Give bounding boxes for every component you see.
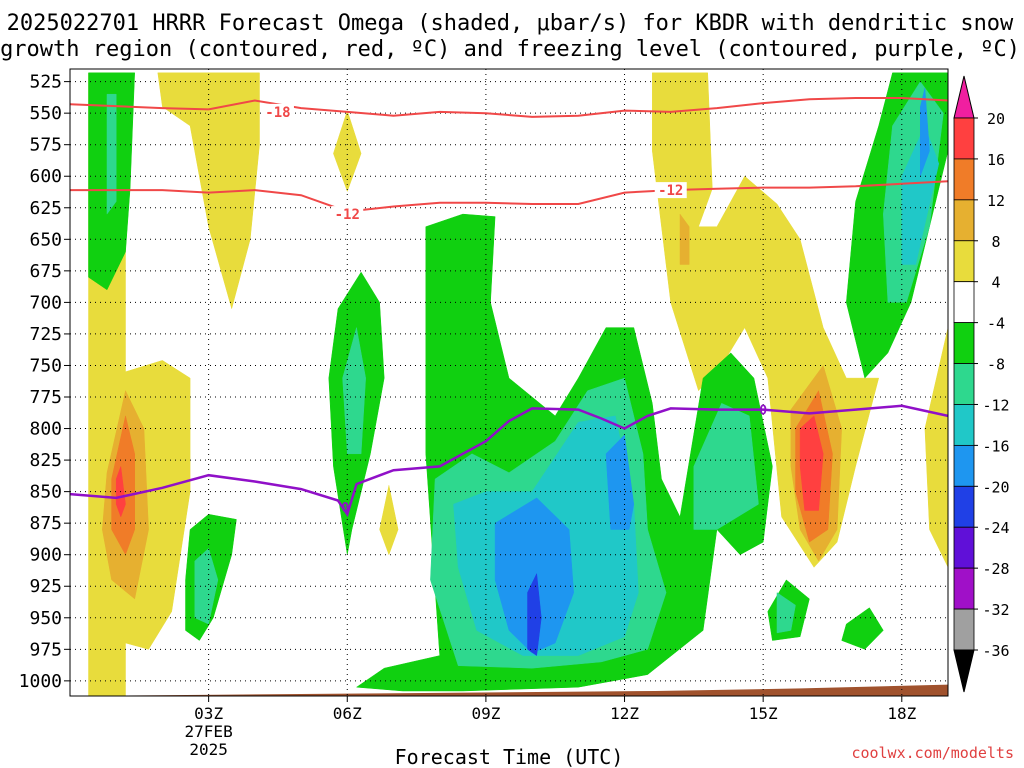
- dgz-isotherm-0: [69, 97, 949, 118]
- x-tick-label-18Z: 18Z: [887, 704, 916, 723]
- colorbar-band-12: [953, 608, 975, 651]
- omega-region-27: [679, 213, 690, 265]
- omega-region-1: [157, 72, 260, 310]
- ground-layer: [70, 684, 948, 696]
- isotherm-label-bg: [261, 103, 294, 120]
- colorbar-label-16: 16: [987, 151, 1005, 169]
- x-axis-label: Forecast Time (UTC): [395, 745, 624, 768]
- freezing-level-label-1: 0: [759, 404, 767, 419]
- colorbar-label--16: -16: [982, 437, 1009, 455]
- y-tick-label-625: 625: [29, 198, 62, 219]
- y-tick-label-1000: 1000: [19, 671, 62, 692]
- x-tick-year: 2025: [189, 740, 228, 759]
- colorbar: 20 16 12 8 4 -4 -8 -12 -16 -20 -24 -28 -32 -36: [953, 75, 1010, 693]
- omega-region-23: [494, 497, 574, 654]
- omega-region-2: [333, 109, 362, 193]
- colorbar-band-8: [953, 444, 975, 487]
- y-tick-label-700: 700: [29, 292, 62, 313]
- colorbar-band-7: [953, 404, 975, 446]
- dgz-isotherm-1: [70, 180, 949, 213]
- colorbar-label--32: -32: [982, 601, 1009, 619]
- omega-shading: [88, 72, 949, 697]
- omega-region-19: [693, 402, 759, 530]
- omega-region-26: [527, 572, 542, 657]
- chart-title-line2: growth region (contoured, red, ºC) and f…: [0, 37, 1020, 62]
- y-tick-label-875: 875: [29, 513, 62, 534]
- colorbar-label-20: 20: [987, 110, 1005, 128]
- colorbar-band-0: [953, 117, 975, 160]
- colorbar-band-10: [953, 526, 975, 569]
- colorbar-label-8: 8: [991, 233, 1000, 251]
- y-tick-label-925: 925: [29, 576, 62, 597]
- y-tick-label-650: 650: [29, 229, 62, 250]
- y-tick-label-525: 525: [29, 72, 62, 93]
- y-tick-label-975: 975: [29, 639, 62, 660]
- contour-lines: -18 -12 -12 0 0: [69, 97, 949, 518]
- plot-area: -18 -12 -12 0 0: [69, 68, 949, 697]
- colorbar-bottom-arrow: [953, 649, 975, 693]
- y-tick-label-750: 750: [29, 355, 62, 376]
- colorbar-label-4: 4: [991, 274, 1000, 292]
- y-tick-label-950: 950: [29, 608, 62, 629]
- colorbar-label--8: -8: [987, 356, 1005, 374]
- freezing-level-line: [69, 404, 949, 518]
- omega-region-24: [605, 434, 635, 530]
- isotherm-label-1-1: -12: [658, 183, 683, 199]
- y-tick-label-600: 600: [29, 166, 62, 187]
- colorbar-band-6: [953, 363, 975, 405]
- colorbar-band-5: [953, 322, 975, 364]
- x-tick-date: 27FEB: [185, 722, 233, 741]
- y-tick-label-800: 800: [29, 419, 62, 440]
- y-tick-label-775: 775: [29, 387, 62, 408]
- omega-region-14: [106, 93, 117, 215]
- isotherm-label-1-0: -12: [335, 207, 360, 223]
- colorbar-band-3: [953, 240, 975, 283]
- colorbar-label--4: -4: [987, 315, 1005, 333]
- colorbar-band-11: [953, 567, 975, 610]
- y-tick-label-850: 850: [29, 482, 62, 503]
- x-tick-label-12Z: 12Z: [610, 704, 639, 723]
- x-tick-label-15Z: 15Z: [749, 704, 778, 723]
- x-tick-label-09Z: 09Z: [471, 704, 500, 723]
- credit-text: coolwx.com/modelts: [851, 744, 1014, 762]
- colorbar-label--28: -28: [982, 560, 1009, 578]
- colorbar-band-9: [953, 485, 975, 528]
- colorbar-band-2: [953, 199, 975, 242]
- x-tick-label-06Z: 06Z: [333, 704, 362, 723]
- colorbar-top-arrow: [953, 75, 975, 119]
- colorbar-label--36: -36: [982, 642, 1009, 660]
- y-axis: 525 550 575 600 625 650 675 700 725 750 775 800 825 8…: [19, 72, 70, 692]
- omega-region-16: [342, 327, 366, 455]
- isotherm-label-bg: [331, 206, 364, 223]
- colorbar-label-12: 12: [987, 192, 1005, 210]
- colorbar-label--24: -24: [982, 519, 1009, 537]
- x-tick-label-03Z: 03Z: [194, 704, 223, 723]
- omega-region-4: [379, 485, 399, 556]
- omega-region-32: [799, 415, 824, 511]
- omega-region-6: [924, 327, 949, 568]
- colorbar-band-4: [953, 281, 975, 324]
- y-tick-label-675: 675: [29, 261, 62, 282]
- isotherm-label-bg: [654, 182, 687, 199]
- plot-frame: [69, 68, 949, 697]
- omega-region-25: [920, 87, 930, 177]
- freezing-level-label-0: 0: [341, 501, 349, 516]
- omega-region-13: [841, 607, 884, 650]
- colorbar-band-1: [953, 158, 975, 201]
- y-tick-label-550: 550: [29, 103, 62, 124]
- ground-surface: [70, 684, 948, 696]
- y-tick-label-825: 825: [29, 450, 62, 471]
- y-tick-label-725: 725: [29, 324, 62, 345]
- colorbar-label--12: -12: [982, 396, 1009, 414]
- y-tick-label-900: 900: [29, 545, 62, 566]
- chart-title-line1: 2025022701 HRRR Forecast Omega (shaded, …: [7, 11, 1014, 36]
- omega-region-20: [776, 592, 796, 634]
- omega-region-17: [194, 547, 219, 625]
- isotherm-label-0-0: -18: [265, 105, 290, 121]
- y-tick-label-575: 575: [29, 135, 62, 156]
- colorbar-label--20: -20: [982, 478, 1009, 496]
